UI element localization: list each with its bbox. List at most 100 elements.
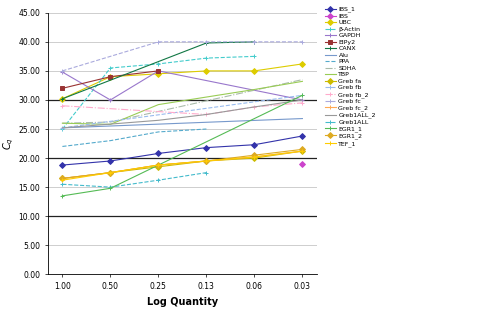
Line: EGR1_1: EGR1_1 [60,93,304,198]
Greb fa [252,156,257,160]
Greb fc [156,40,161,44]
CANX [204,41,209,45]
UBC [60,97,65,101]
TBP [300,79,305,83]
Greb fc_2 [300,149,305,153]
Greb fc [300,40,305,44]
IBS_1 [252,143,257,147]
EIPy2 [108,75,113,78]
GAPDH [156,69,161,73]
EGR1_2 [300,147,305,151]
Y-axis label: $C_q$: $C_q$ [1,137,16,150]
EGR1_1 [300,93,305,97]
IBS_1 [300,134,305,138]
IBS_1 [156,152,161,155]
PPA [60,145,65,148]
TBP [108,122,113,126]
Greb fb_2 [204,113,209,116]
Line: IBS_1: IBS_1 [60,134,304,167]
TBP [204,95,209,99]
Greb1ALL_2 [252,105,257,109]
GAPDH [108,98,113,102]
IBS_1 [108,159,113,163]
EGR1_2 [204,159,209,163]
UBC [252,69,257,73]
Greb fa [300,149,305,153]
TBP [156,103,161,107]
Greb1ALL [204,171,209,174]
X-axis label: Log Quantity: Log Quantity [147,297,218,307]
Line: Greb fc_2: Greb fc_2 [60,149,304,181]
Greb1ALL_2 [300,98,305,102]
Line: EIPy2: EIPy2 [60,69,160,90]
Greb fa [108,171,113,174]
TBP [60,121,65,125]
PPA [108,139,113,143]
Greb fa [60,176,65,180]
Line: Greb fa: Greb fa [60,149,304,181]
Line: EGR1_2: EGR1_2 [60,147,304,181]
TEF_1 [60,178,65,182]
SDHA [60,121,65,125]
EGR1_1 [108,186,113,190]
Greb fb_2 [60,104,65,108]
IBS_1 [204,146,209,150]
TEF_1 [156,163,161,167]
UBC [204,69,209,73]
Greb fc_2 [108,171,113,174]
Line: Greb fb_2: Greb fb_2 [60,101,304,116]
β-Actin [108,66,113,70]
PPA [156,130,161,134]
Greb fc [252,40,257,44]
Line: TEF_1: TEF_1 [60,149,304,182]
EIPy2 [156,69,161,73]
Line: PPA: PPA [62,129,206,146]
Line: UBC: UBC [60,62,304,101]
IBS_1 [60,163,65,167]
EGR1_1 [60,194,65,198]
Line: TBP: TBP [62,81,302,124]
EGR1_2 [252,153,257,157]
SDHA [108,120,113,124]
Greb1ALL_2 [60,126,65,130]
Greb fc_2 [204,159,209,163]
TBP [252,88,257,92]
Line: GAPDH: GAPDH [60,69,304,102]
UBC [156,72,161,76]
EGR1_2 [156,163,161,167]
Line: SDHA: SDHA [62,80,302,123]
EIPy2 [60,86,65,90]
Greb fb_2 [300,101,305,105]
Greb1ALL [108,185,113,189]
Line: Greb fc: Greb fc [60,40,304,73]
Greb fc_2 [156,163,161,167]
TEF_1 [300,149,305,153]
UBC [300,62,305,66]
PPA [204,127,209,131]
GAPDH [60,70,65,74]
Greb fa [156,165,161,169]
Legend: IBS_1, IBS, UBC, β-Actin, GAPDH, EIPy2, CANX, Alu, PPA, SDHA, TBP, Greb fa, Greb: IBS_1, IBS, UBC, β-Actin, GAPDH, EIPy2, … [325,6,376,146]
CANX [252,40,257,44]
Greb fc [204,40,209,44]
β-Actin [204,56,209,60]
GAPDH [300,98,305,102]
Greb fc [60,69,65,73]
TEF_1 [108,171,113,174]
Greb fc_2 [60,176,65,180]
TEF_1 [204,159,209,163]
Line: Greb1ALL: Greb1ALL [60,171,208,189]
Line: β-Actin: β-Actin [60,54,256,131]
β-Actin [156,62,161,66]
β-Actin [60,127,65,131]
EGR1_2 [60,176,65,180]
CANX [60,97,65,101]
β-Actin [252,55,257,58]
Line: Greb1ALL_2: Greb1ALL_2 [62,100,302,128]
EGR1_2 [108,171,113,174]
Greb1ALL [60,182,65,186]
Greb1ALL_2 [156,118,161,122]
Greb fb_2 [252,105,257,109]
Line: CANX: CANX [60,40,256,101]
Greb fc_2 [252,155,257,159]
